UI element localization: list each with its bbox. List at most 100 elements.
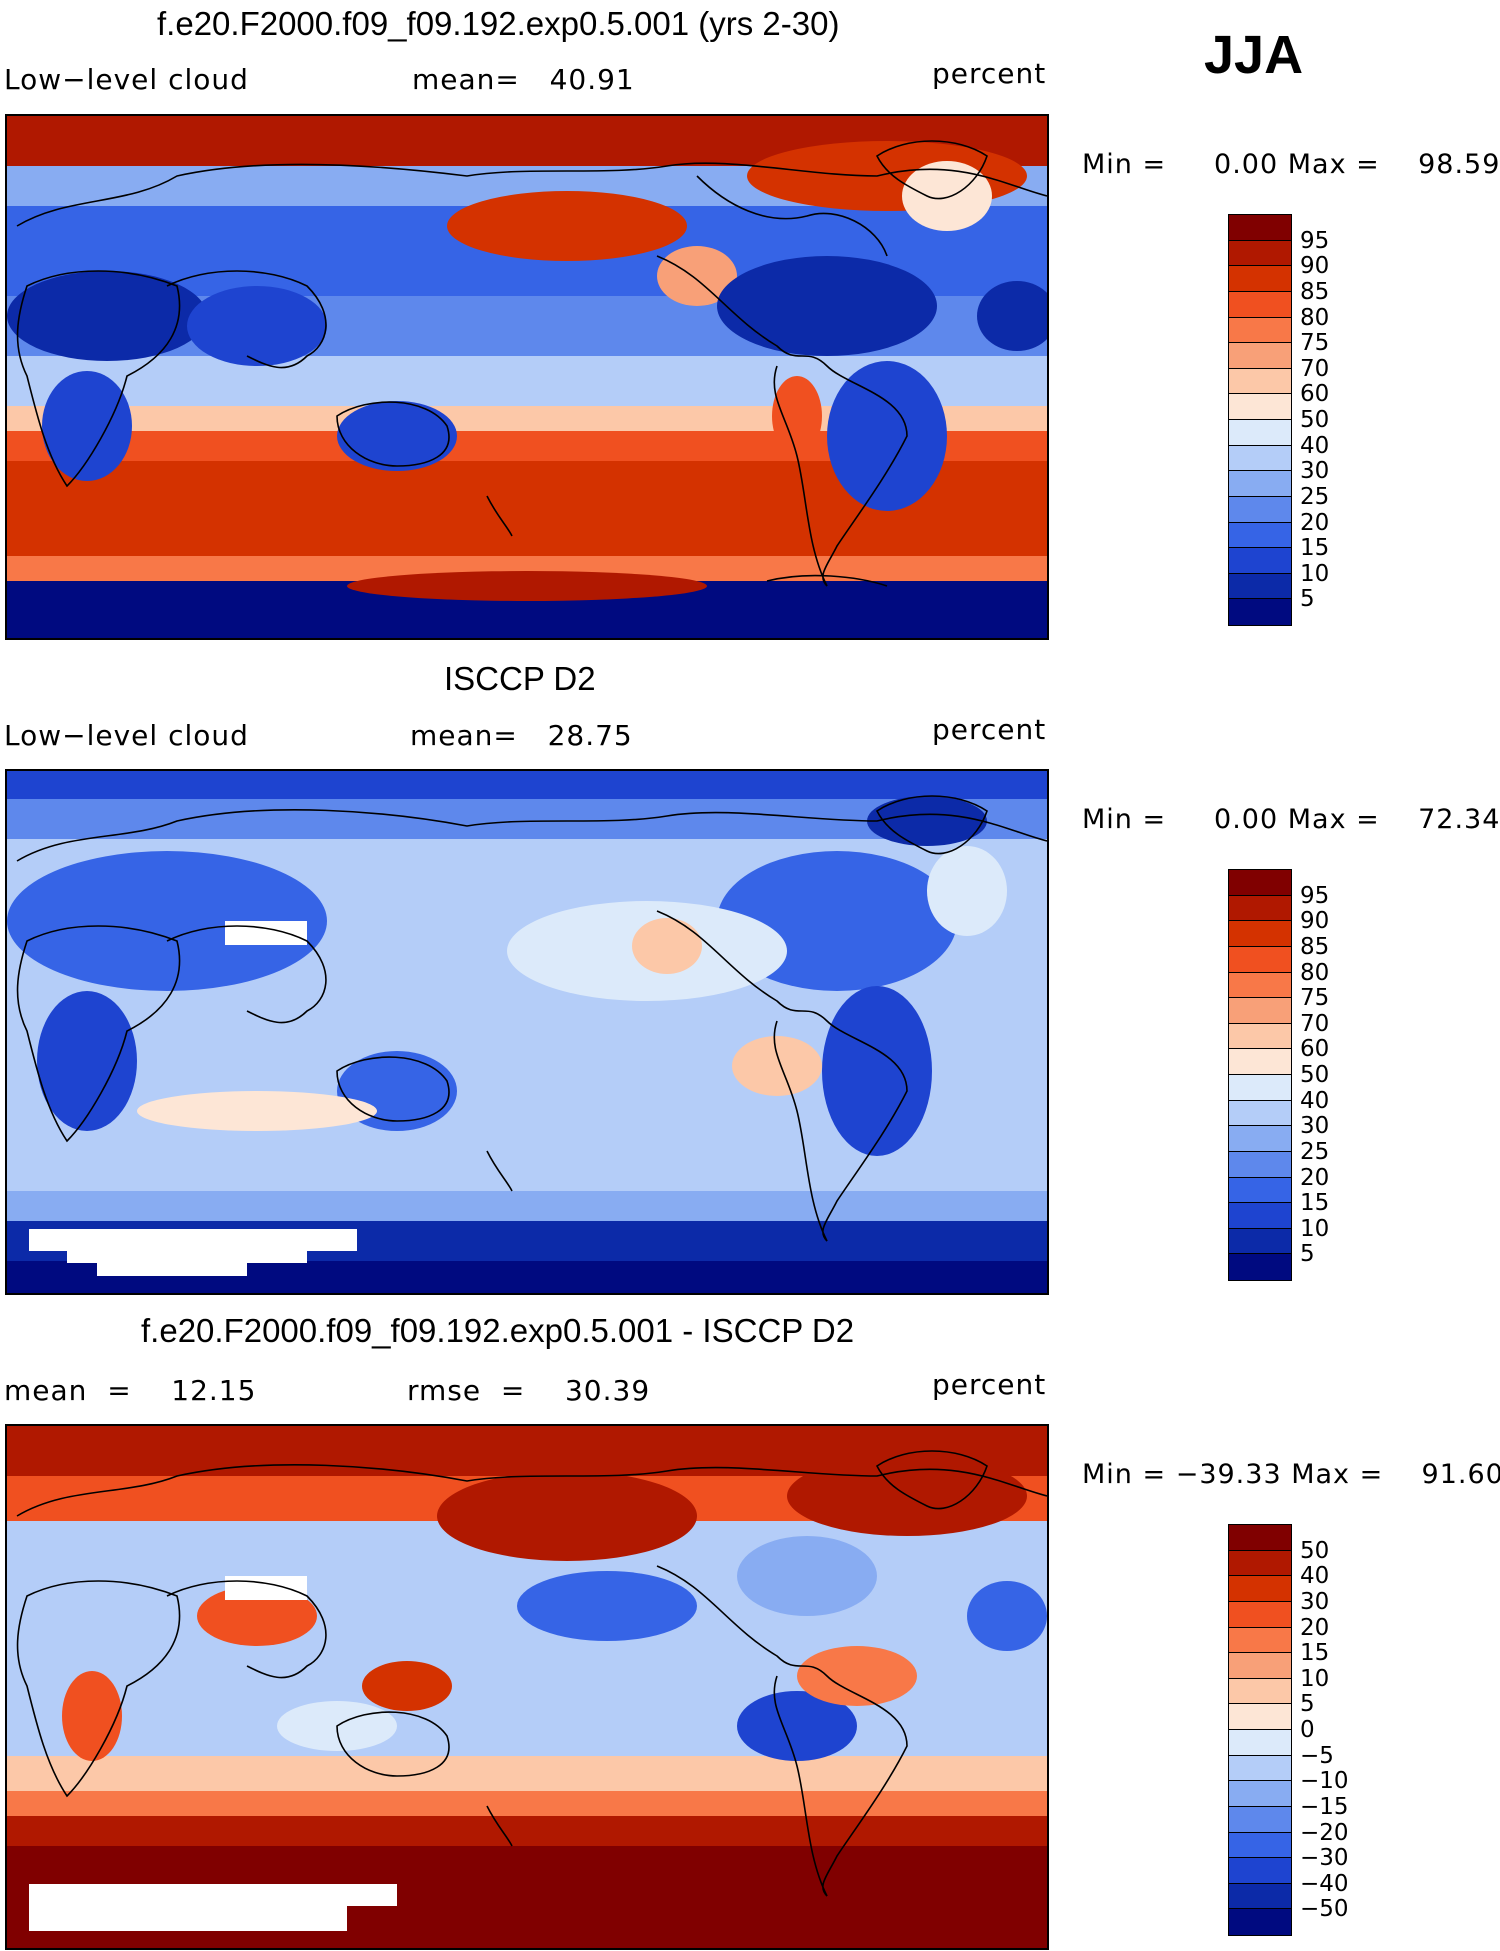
p2-missing-tibet <box>225 921 307 945</box>
colorbar-tick-label: 85 <box>1300 933 1330 960</box>
panel1-colorbar <box>1228 214 1292 626</box>
panel3-rmse: rmse = 30.39 <box>407 1374 651 1407</box>
p1-africa-north <box>7 271 207 361</box>
colorbar-tick-label: 30 <box>1300 458 1330 485</box>
colorbar-segment <box>1229 870 1291 896</box>
panel3-units: percent <box>932 1368 1047 1401</box>
colorbar-segment <box>1229 420 1291 446</box>
colorbar-tick-label: 10 <box>1300 1665 1330 1692</box>
colorbar-segment <box>1229 895 1291 922</box>
colorbar-tick-label: 80 <box>1300 959 1330 986</box>
p3-png-pos <box>362 1661 452 1711</box>
p1-california-stratus <box>657 246 737 306</box>
colorbar-segment <box>1229 1627 1291 1654</box>
colorbar-segment <box>1229 1049 1291 1075</box>
p1-so-belt <box>347 571 707 601</box>
colorbar-tick-label: 0 <box>1300 1717 1315 1743</box>
p3-missing-antarctica <box>29 1884 397 1931</box>
p2-missing-antarctica <box>29 1229 357 1276</box>
colorbar-segment <box>1229 368 1291 395</box>
colorbar-segment <box>1229 1126 1291 1152</box>
colorbar-segment <box>1229 998 1291 1024</box>
colorbar-tick-label: −10 <box>1300 1768 1349 1795</box>
colorbar-tick-label: −50 <box>1300 1896 1349 1923</box>
colorbar-tick-label: 50 <box>1300 1062 1330 1088</box>
colorbar-tick-label: 25 <box>1300 1138 1330 1165</box>
colorbar-segment <box>1229 445 1291 472</box>
p3-europe <box>967 1581 1047 1651</box>
colorbar-segment <box>1229 1653 1291 1679</box>
colorbar-tick-label: 5 <box>1300 586 1315 613</box>
p1-peru-stratus <box>772 376 822 456</box>
colorbar-segment <box>1229 1909 1291 1935</box>
colorbar-segment <box>1229 496 1291 523</box>
p3-china-pos <box>197 1586 317 1646</box>
panel1-title: f.e20.F2000.f09_f09.192.exp0.5.001 (yrs … <box>157 5 840 42</box>
colorbar-tick-label: 30 <box>1300 1113 1330 1140</box>
colorbar-segment <box>1229 1755 1291 1782</box>
colorbar-tick-label: −30 <box>1300 1845 1349 1872</box>
p1-asia <box>187 286 327 366</box>
p3-coastlines <box>16 1450 1047 1897</box>
panel3-minmax: Min = −39.33 Max = 91.60 <box>1082 1459 1500 1490</box>
colorbar-tick-label: 15 <box>1300 1640 1330 1667</box>
panel1-map <box>5 114 1049 640</box>
colorbar-tick-label: −40 <box>1300 1870 1349 1897</box>
p1-namerica-land <box>717 256 937 356</box>
colorbar-tick-label: 15 <box>1300 1190 1330 1217</box>
p2-africa <box>37 991 137 1131</box>
colorbar-tick-label: 40 <box>1300 1087 1330 1114</box>
colorbar-tick-label: −15 <box>1300 1793 1349 1820</box>
colorbar-segment <box>1229 215 1291 241</box>
colorbar-segment <box>1229 317 1291 344</box>
colorbar-tick-label: 15 <box>1300 535 1330 562</box>
p1-samerica <box>827 361 947 511</box>
colorbar-segment <box>1229 240 1291 267</box>
colorbar-tick-label: 50 <box>1300 1537 1330 1564</box>
colorbar-tick-label: 10 <box>1300 1215 1330 1242</box>
colorbar-tick-label: 70 <box>1300 355 1330 382</box>
colorbar-segment <box>1229 1177 1291 1204</box>
panel3-colorbar <box>1228 1524 1292 1936</box>
p3-band <box>7 1756 1047 1796</box>
panel3-title: f.e20.F2000.f09_f09.192.exp0.5.001 - ISC… <box>141 1312 855 1349</box>
panel2-variable-label: Low−level cloud <box>4 719 249 752</box>
colorbar-tick-label: 95 <box>1300 227 1330 254</box>
colorbar-tick-label: 10 <box>1300 560 1330 587</box>
p2-natlantic <box>927 846 1007 936</box>
colorbar-segment <box>1229 1576 1291 1602</box>
p1-npac-stratus <box>447 191 687 261</box>
colorbar-segment <box>1229 394 1291 420</box>
colorbar-tick-label: 40 <box>1300 1563 1330 1590</box>
p2-npac-peak <box>632 918 702 974</box>
p3-namerica <box>737 1536 877 1616</box>
panel1-units: percent <box>932 57 1047 90</box>
panel2-colorbar <box>1228 869 1292 1281</box>
p2-band <box>7 1191 1047 1226</box>
panel2-units: percent <box>932 713 1047 746</box>
colorbar-segment <box>1229 471 1291 497</box>
colorbar-segment <box>1229 548 1291 574</box>
colorbar-segment <box>1229 1704 1291 1730</box>
colorbar-tick-label: 25 <box>1300 483 1330 510</box>
colorbar-segment <box>1229 599 1291 625</box>
colorbar-tick-label: 40 <box>1300 432 1330 459</box>
colorbar-tick-label: −20 <box>1300 1819 1349 1846</box>
colorbar-segment <box>1229 1858 1291 1884</box>
p2-speru-peak <box>732 1036 822 1096</box>
colorbar-tick-label: 95 <box>1300 882 1330 909</box>
colorbar-segment <box>1229 972 1291 999</box>
panel2-mean: mean= 28.75 <box>410 719 633 752</box>
colorbar-segment <box>1229 1550 1291 1577</box>
p3-sepac-neg <box>737 1691 857 1761</box>
p2-coastlines <box>16 795 1047 1242</box>
colorbar-tick-label: 20 <box>1300 1164 1330 1191</box>
p2-samerica <box>822 986 932 1156</box>
colorbar-tick-label: 50 <box>1300 407 1330 433</box>
colorbar-tick-label: 5 <box>1300 1241 1315 1268</box>
p1-europe <box>977 281 1047 351</box>
colorbar-segment <box>1229 573 1291 600</box>
colorbar-segment <box>1229 1730 1291 1756</box>
panel3-mean: mean = 12.15 <box>4 1374 257 1407</box>
p3-amazon-pos <box>797 1646 917 1706</box>
